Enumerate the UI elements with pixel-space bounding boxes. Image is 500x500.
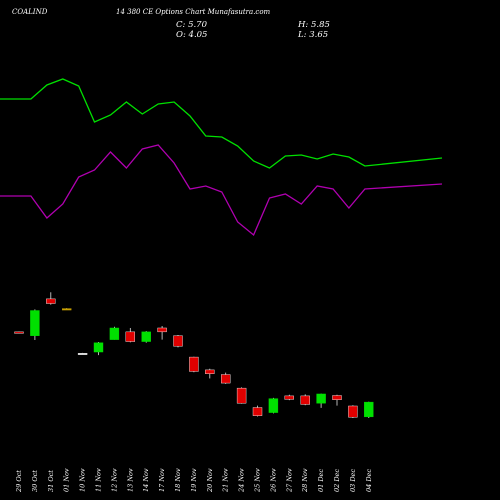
high-value: H: 5.85 <box>298 20 330 30</box>
candle-body <box>348 405 358 418</box>
candle-body <box>364 401 374 418</box>
low-value: L: 3.65 <box>298 30 329 40</box>
x-tick-label: 21 Nov <box>222 468 230 493</box>
candle <box>14 331 24 334</box>
candle <box>205 368 215 379</box>
candle <box>46 292 56 305</box>
x-tick-label: 24 Nov <box>238 468 246 493</box>
candle-body <box>141 331 151 342</box>
candle-body <box>252 407 263 416</box>
candle <box>62 308 72 311</box>
candle-body <box>77 353 88 355</box>
candle <box>157 326 167 340</box>
x-tick-label: 26 Nov <box>269 468 277 493</box>
candle <box>189 356 199 373</box>
x-tick-label: 10 Nov <box>79 468 87 492</box>
candle <box>268 397 279 414</box>
x-tick-label: 14 Nov <box>142 468 150 492</box>
x-tick-label: 20 Nov <box>206 468 214 493</box>
candle-body <box>332 395 342 400</box>
candle-body <box>268 398 279 413</box>
candle <box>220 372 231 384</box>
candle <box>30 309 40 341</box>
x-tick-label: 18 Nov <box>174 468 182 492</box>
x-tick-label: 01 Nov <box>63 468 71 492</box>
close-value: C: 5.70 <box>176 20 207 30</box>
x-tick-label: 04 Dec <box>365 469 373 492</box>
candle-body <box>109 327 120 340</box>
candle-body <box>220 374 231 384</box>
x-tick-label: 17 Nov <box>158 468 166 492</box>
candle <box>109 326 120 340</box>
x-tick-label: 03 Dec <box>349 469 357 492</box>
x-tick-label: 13 Nov <box>126 468 134 492</box>
candle-body <box>14 331 24 334</box>
x-tick-label: 01 Dec <box>317 469 325 492</box>
candle-body <box>189 356 199 372</box>
candle-body <box>93 342 104 353</box>
candle <box>332 394 342 406</box>
x-tick-label: 11 Nov <box>95 468 103 492</box>
candle <box>252 405 263 417</box>
candle-body <box>46 298 56 304</box>
chart-symbol: COALIND <box>12 8 48 16</box>
candle-body <box>300 395 310 405</box>
x-tick-label: 02 Dec <box>333 469 341 492</box>
x-tick-label: 25 Nov <box>254 468 262 493</box>
lower-indicator-line <box>0 144 443 237</box>
candle <box>236 387 247 404</box>
x-tick-label: 29 Oct <box>15 470 23 493</box>
candle <box>300 394 310 406</box>
candle-body <box>62 308 72 311</box>
x-tick-label: 12 Nov <box>110 468 118 492</box>
candle <box>348 405 358 419</box>
candle-body <box>205 369 215 374</box>
candle-body <box>125 331 136 342</box>
x-tick-label: 30 Oct <box>31 470 39 492</box>
x-tick-label: 19 Nov <box>190 468 198 492</box>
candle <box>93 341 104 356</box>
candle <box>141 331 151 343</box>
candle <box>316 393 326 408</box>
candle-body <box>30 310 40 336</box>
candle-body <box>284 395 294 400</box>
candle <box>364 401 374 419</box>
candle-body <box>157 327 167 333</box>
candle-body <box>236 387 247 404</box>
candle <box>125 327 136 343</box>
open-value: O: 4.05 <box>176 30 208 40</box>
candle <box>173 334 183 348</box>
x-tick-label: 31 Oct <box>47 470 55 492</box>
candle <box>284 394 294 401</box>
chart-subtitle: 14 380 CE Options Chart Munafasutra.com <box>116 8 271 16</box>
x-tick-label: 28 Nov <box>301 468 309 493</box>
candle-body <box>173 335 183 347</box>
candle-body <box>316 393 326 404</box>
candle <box>77 352 88 355</box>
upper-indicator-line <box>0 78 443 169</box>
x-tick-label: 27 Nov <box>285 468 293 493</box>
